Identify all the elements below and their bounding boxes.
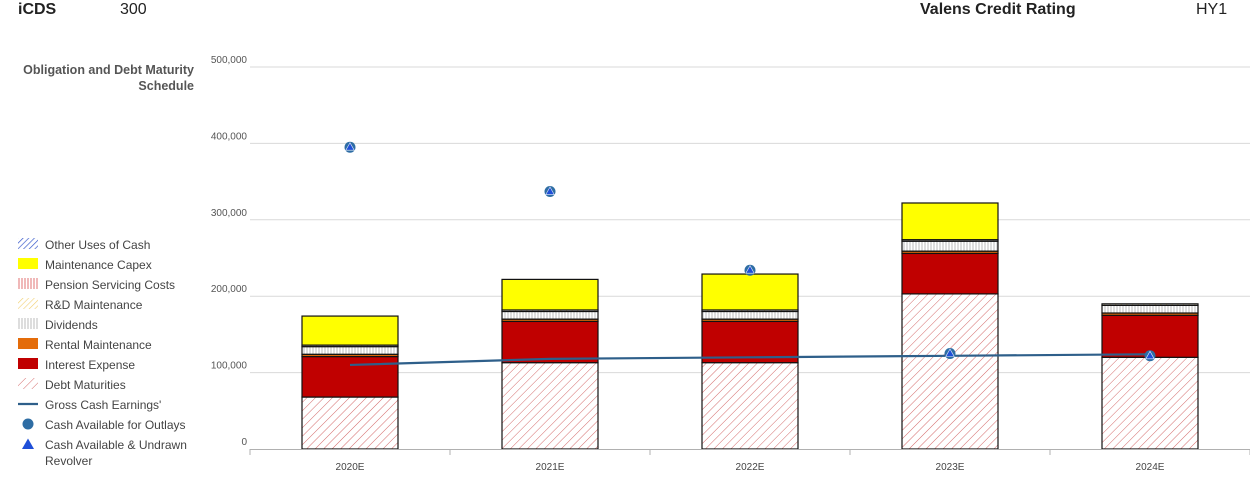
legend-symbol [18,377,40,391]
chart-legend: Other Uses of Cash Maintenance Capex Pensi… [18,237,208,471]
legend-symbol [18,357,40,371]
legend-label: Gross Cash Earnings' [45,398,162,412]
legend-item-dividends: Dividends [18,317,208,337]
cash-available-undrawn-revolver-point [345,142,355,151]
x-tick-label: 2023E [936,462,965,473]
x-tick-label: 2020E [336,462,365,473]
bar-debt-maturities-2021E [501,362,599,450]
legend-symbol [18,397,40,411]
legend-item-debt-maturities: Debt Maturities [18,377,208,397]
y-tick-label: 300,000 [211,208,248,219]
legend-label: Pension Servicing Costs [45,278,176,292]
bar-interest-expense-2022E [701,320,799,364]
cash-available-undrawn-revolver-point [1145,350,1155,360]
rating-grade: HY1 [1196,1,1228,18]
legend-label: Dividends [45,318,98,332]
x-tick-label: 2024E [1136,462,1165,473]
legend-symbol [18,417,40,431]
legend-label: Cash Available & Undrawn Revolver [45,438,187,468]
bar-debt-maturities-2024E [1101,356,1199,450]
legend-item-pension-servicing-costs: Pension Servicing Costs [18,277,208,297]
bar-maintenance-capex-2021E [501,278,599,311]
bar-r-d-maintenance-2024E [1101,303,1199,306]
cash-available-undrawn-revolver-point [545,186,555,195]
bar-interest-expense-2021E [501,320,599,364]
legend-symbol [18,337,40,351]
bar-debt-maturities-2020E [301,396,399,450]
legend-symbol [18,437,40,451]
bar-dividends-2023E [901,240,999,252]
legend-item-r-d-maintenance: R&D Maintenance [18,297,208,317]
legend-item-interest-expense: Interest Expense [18,357,208,377]
x-tick-label: 2021E [536,462,565,473]
bar-interest-expense-2023E [901,252,999,295]
legend-item-cash-available-undrawn-revolver: Cash Available & Undrawn Revolver [18,437,208,471]
legend-label: R&D Maintenance [45,298,143,312]
cash-available-undrawn-revolver-point [745,265,755,274]
y-tick-label: 500,000 [211,55,248,66]
bar-maintenance-capex-2022E [701,273,799,311]
rating-title: Valens Credit Rating [920,1,1076,18]
legend-symbol [18,237,40,251]
legend-item-other-uses-of-cash: Other Uses of Cash [18,237,208,257]
legend-item-maintenance-capex: Maintenance Capex [18,257,208,277]
legend-item-gross-cash-earnings: Gross Cash Earnings' [18,397,208,417]
legend-label: Maintenance Capex [45,258,152,272]
legend-symbol [18,317,40,331]
y-tick-label: 100,000 [211,361,248,372]
y-tick-label: 0 [241,437,247,448]
score-value: 300 [120,1,147,18]
bar-interest-expense-2020E [301,355,399,398]
gross-cash-earnings-line [349,353,1151,367]
bar-dividends-2022E [701,310,799,320]
legend-symbol [18,297,40,311]
bar-debt-maturities-2023E [901,293,999,450]
legend-label: Other Uses of Cash [45,238,151,252]
bar-debt-maturities-2022E [701,362,799,450]
x-tick-label: 2022E [736,462,765,473]
legend-label: Cash Available for Outlays [45,418,186,432]
y-tick-label: 200,000 [211,284,248,295]
bar-maintenance-capex-2020E [301,315,399,346]
y-tick-label: 400,000 [211,131,248,142]
bar-dividends-2020E [301,346,399,355]
bar-dividends-2021E [501,310,599,320]
bar-maintenance-capex-2023E [901,202,999,241]
app-name: iCDS [18,1,57,18]
legend-label: Rental Maintenance [45,338,152,352]
legend-label: Debt Maturities [45,378,126,392]
legend-symbol [18,277,40,291]
cash-available-undrawn-revolver-point [945,348,955,357]
chart-title: Obligation and Debt Maturity Schedule [23,63,194,93]
legend-label: Interest Expense [45,358,136,372]
bar-dividends-2024E [1101,304,1199,314]
legend-item-cash-available-for-outlays: Cash Available for Outlays [18,417,208,437]
legend-symbol [18,257,40,271]
legend-item-rental-maintenance: Rental Maintenance [18,337,208,357]
